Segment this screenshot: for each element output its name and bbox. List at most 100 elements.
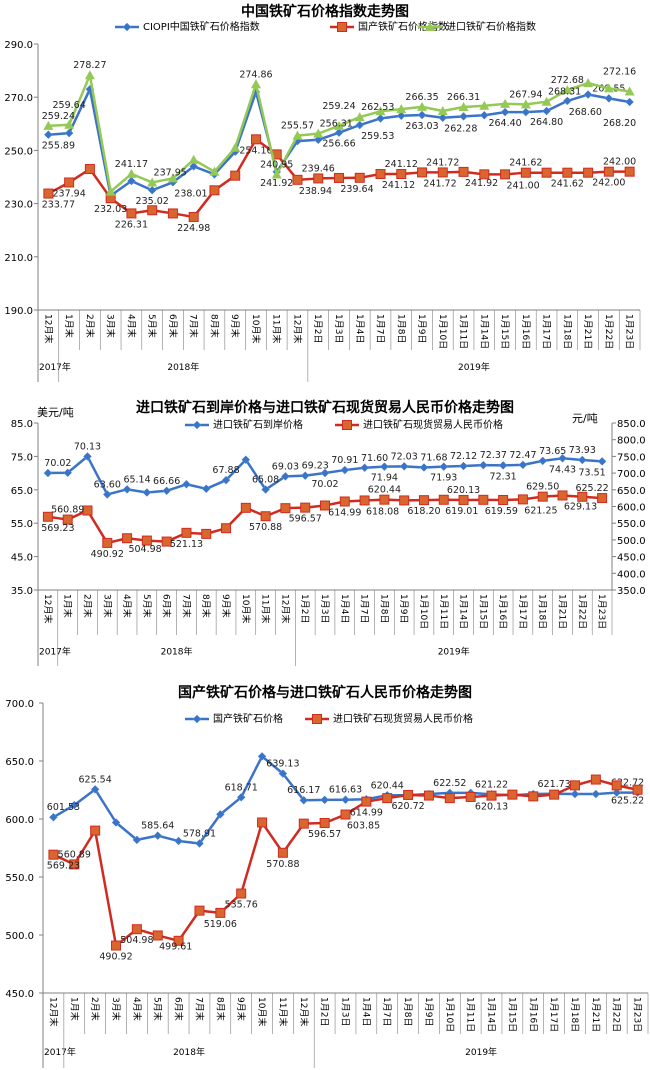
- marker-diamond: [334, 128, 344, 138]
- chart-title: 国产铁矿石价格与进口铁矿石人民币价格走势图: [178, 684, 472, 701]
- marker-diamond: [597, 457, 607, 466]
- x-tick-label: 3月末: [105, 314, 117, 338]
- data-label: 268.20: [603, 118, 636, 129]
- x-tick-label: 6月末: [161, 594, 173, 618]
- marker-square: [537, 491, 548, 502]
- marker-diamond: [90, 785, 100, 794]
- marker-diamond: [625, 97, 634, 107]
- marker-diamond: [558, 453, 567, 463]
- data-label: 65.14: [123, 474, 150, 485]
- marker-diamond: [174, 836, 183, 846]
- x-tick-label: 1月18日: [561, 314, 572, 349]
- data-label: 259.53: [361, 131, 394, 142]
- y-tick-label: 550.0: [5, 873, 34, 884]
- marker-diamond: [360, 463, 369, 473]
- x-tick-label: 1月末: [62, 594, 74, 618]
- marker-diamond: [122, 22, 132, 32]
- data-label: 235.02: [136, 196, 169, 207]
- data-label: 72.37: [480, 450, 507, 461]
- data-label: 629.50: [526, 482, 559, 493]
- marker-triangle: [417, 101, 428, 111]
- x-tick-label: 1月2日: [319, 997, 330, 1026]
- marker-square: [438, 494, 449, 505]
- data-label: 619.59: [485, 506, 518, 517]
- marker-square: [277, 847, 288, 858]
- marker-square: [312, 714, 322, 724]
- x-tick-label: 10月末: [256, 997, 268, 1026]
- year-label: 2017年: [39, 361, 71, 373]
- marker-square: [557, 490, 568, 501]
- marker-square: [230, 170, 241, 181]
- data-label: 67.88: [212, 465, 239, 476]
- data-label: 618.20: [407, 506, 440, 517]
- data-label: 618.08: [366, 506, 399, 517]
- x-tick-label: 1月10日: [437, 314, 448, 349]
- marker-diamond: [479, 110, 489, 120]
- marker-square: [102, 537, 113, 548]
- marker-diamond: [299, 795, 309, 805]
- data-label: 266.35: [405, 92, 438, 103]
- marker-diamond: [376, 114, 385, 123]
- marker-triangle: [500, 98, 511, 108]
- legend-item: CIOPI中国铁矿石价格指数: [115, 20, 260, 33]
- data-label: 241.92: [260, 178, 293, 189]
- year-label: 2017年: [39, 646, 71, 658]
- marker-diamond: [518, 460, 528, 470]
- data-label: 73.51: [579, 467, 606, 478]
- data-label: 242.00: [603, 157, 636, 168]
- data-label: 259.24: [322, 101, 355, 112]
- marker-diamond: [44, 130, 53, 140]
- data-label: 224.98: [177, 223, 210, 234]
- series: 255.89 235.02 238.01 241.92 256.66 259.53 263.…: [42, 83, 636, 207]
- x-tick-label: 1月7日: [381, 997, 392, 1026]
- marker-diamond: [583, 90, 593, 99]
- marker-triangle: [167, 173, 178, 183]
- marker-diamond: [459, 461, 468, 471]
- marker-triangle: [541, 96, 552, 106]
- x-tick-label: 11月末: [271, 314, 283, 343]
- y-tick-label: 700.0: [5, 699, 34, 710]
- data-label: 255.89: [42, 141, 75, 152]
- marker-diamond: [261, 485, 270, 494]
- y-tick-label: 270.0: [4, 93, 33, 104]
- data-label: 241.62: [551, 179, 584, 190]
- marker-square: [90, 825, 101, 836]
- data-label: 72.31: [490, 471, 517, 482]
- marker-diamond: [111, 818, 121, 827]
- x-tick-label: 6月末: [167, 314, 179, 338]
- x-tick-label: 1月末: [68, 997, 80, 1021]
- data-label: 616.17: [287, 785, 320, 796]
- marker-diamond: [221, 475, 231, 485]
- marker-square: [583, 167, 594, 178]
- marker-square: [541, 167, 552, 178]
- x-tick-label: 1月22日: [611, 997, 622, 1032]
- marker-diamond: [162, 486, 172, 496]
- legend-label: 进口铁矿石现货贸易人民币价格: [363, 418, 503, 431]
- legend-item: 进口铁矿石现货贸易人民币价格: [305, 712, 473, 725]
- x-tick-label: 1月11日: [465, 997, 476, 1032]
- marker-diamond: [201, 484, 211, 494]
- marker-diamond: [153, 831, 163, 841]
- marker-diamond: [591, 789, 601, 799]
- marker-square: [458, 494, 469, 505]
- marker-diamond: [320, 468, 330, 478]
- marker-square: [236, 888, 247, 899]
- x-tick-label: 1月18日: [537, 594, 548, 629]
- marker-square: [486, 790, 497, 801]
- marker-diamond: [195, 839, 204, 848]
- y-tick-label: 35.0: [11, 586, 33, 597]
- data-label: 603.85: [347, 821, 380, 832]
- x-tick-label: 3月末: [101, 594, 113, 618]
- x-tick-label: 1月21日: [590, 997, 601, 1032]
- x-tick-label: 1月4日: [360, 997, 371, 1026]
- marker-triangle: [209, 166, 220, 176]
- marker-diamond: [320, 795, 329, 805]
- x-tick-label: 1月9日: [398, 594, 409, 623]
- x-tick-label: 9月末: [220, 594, 232, 618]
- marker-square: [313, 173, 324, 184]
- data-label: 264.40: [488, 118, 521, 129]
- marker-square: [152, 930, 163, 941]
- marker-square: [603, 166, 614, 177]
- legend-item: 国产铁矿石价格指数: [330, 20, 448, 33]
- marker-triangle: [396, 104, 407, 114]
